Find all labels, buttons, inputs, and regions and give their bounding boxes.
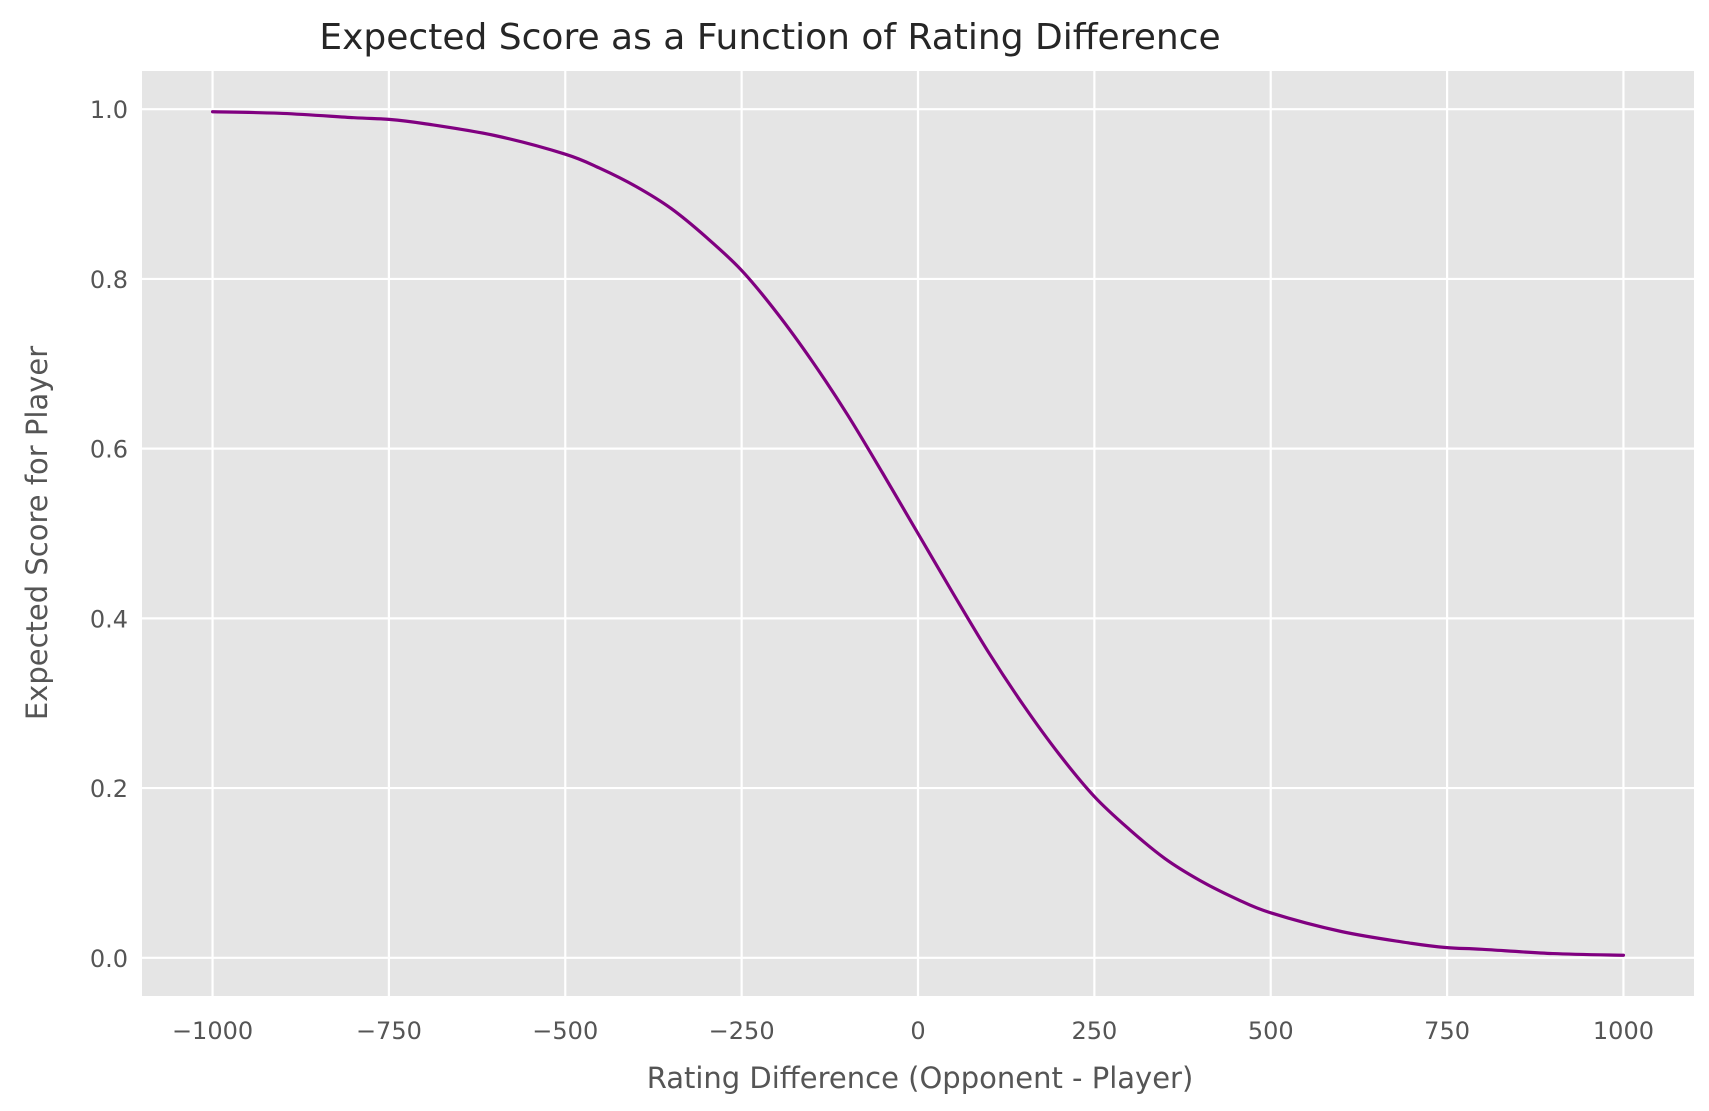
- x-tick-label: 500: [1248, 1017, 1294, 1045]
- y-tick-label: 0.8: [90, 266, 128, 294]
- x-gridlines: [211, 71, 1625, 996]
- chart-title: Expected Score as a Function of Rating D…: [319, 17, 1220, 58]
- x-tick-labels: −1000 −750 −500 −250 0 250 500 750 1000: [172, 1017, 1654, 1045]
- x-tick-label: 1000: [1593, 1017, 1654, 1045]
- x-axis-label: Rating Difference (Opponent - Player): [647, 1061, 1194, 1095]
- x-tick-label: −1000: [172, 1017, 253, 1045]
- x-tick-label: 750: [1424, 1017, 1470, 1045]
- x-tick-label: 0: [910, 1017, 925, 1045]
- x-tick-label: −500: [532, 1017, 598, 1045]
- y-gridlines: [142, 108, 1694, 959]
- y-tick-label: 0.0: [90, 945, 128, 973]
- y-tick-labels: 0.0 0.2 0.4 0.6 0.8 1.0: [90, 96, 128, 973]
- y-tick-label: 1.0: [90, 96, 128, 124]
- y-tick-label: 0.4: [90, 605, 128, 633]
- y-axis-label: Expected Score for Player: [20, 346, 54, 720]
- y-tick-label: 0.2: [90, 775, 128, 803]
- x-tick-label: 250: [1071, 1017, 1117, 1045]
- x-tick-label: −250: [709, 1017, 775, 1045]
- x-tick-label: −750: [356, 1017, 422, 1045]
- expected-score-line: [210, 110, 1626, 957]
- y-tick-label: 0.6: [90, 436, 128, 464]
